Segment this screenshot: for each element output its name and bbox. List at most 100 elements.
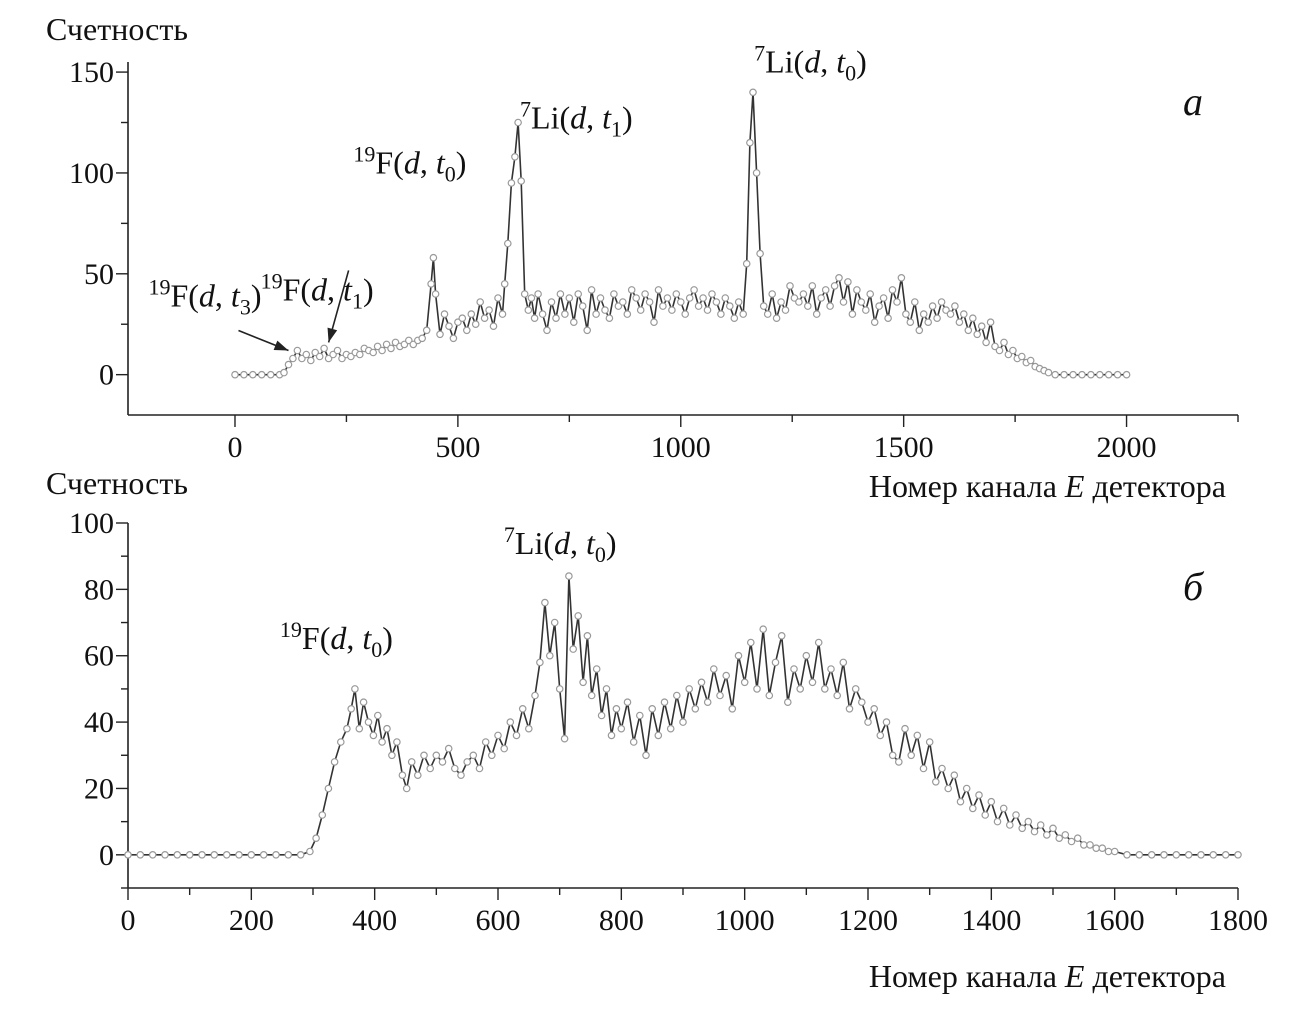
data-point — [623, 698, 632, 707]
peak-label-isotope: 7 — [520, 96, 531, 121]
data-point — [500, 744, 509, 753]
data-point — [432, 751, 441, 760]
panel-a-markers — [231, 88, 1131, 379]
data-point — [781, 306, 790, 314]
data-point — [315, 352, 324, 361]
data-point — [928, 302, 937, 310]
data-point — [722, 671, 731, 680]
data-point — [728, 704, 737, 713]
data-point — [703, 698, 712, 707]
data-point — [756, 249, 764, 258]
data-point — [765, 691, 774, 700]
data-point — [565, 572, 573, 580]
data-point — [136, 850, 145, 859]
panel-b-letter: б — [1183, 564, 1205, 609]
data-point — [721, 294, 730, 302]
data-point — [725, 302, 734, 310]
data-point — [636, 306, 645, 314]
peak-label-t: t — [436, 144, 446, 180]
panel-b-xlabel-part-3: детектора — [1084, 958, 1226, 994]
peak-label-element: Li — [531, 99, 560, 135]
peak-label-comma: , — [346, 620, 362, 656]
data-point — [964, 326, 973, 335]
data-point — [993, 817, 1002, 826]
data-point — [378, 738, 386, 746]
peak-label-d: d — [554, 525, 571, 561]
data-point — [398, 771, 407, 780]
y-tick-label: 150 — [69, 56, 114, 89]
data-point — [1051, 370, 1060, 379]
data-point — [597, 711, 606, 720]
data-point — [906, 318, 915, 327]
data-point — [545, 651, 554, 660]
data-point — [364, 718, 373, 726]
data-point — [373, 711, 382, 720]
data-point — [1073, 834, 1082, 843]
y-tick-label: 0 — [99, 839, 114, 872]
y-tick-label: 40 — [84, 706, 114, 739]
panel-b-markers — [124, 572, 1242, 859]
peak-label-paren-open: ( — [320, 620, 331, 656]
data-point — [1018, 824, 1027, 833]
peak-label-subscript: 0 — [845, 60, 856, 85]
data-point — [306, 847, 314, 856]
data-point — [672, 290, 681, 298]
data-point — [1135, 850, 1144, 859]
data-point — [962, 784, 971, 793]
data-point — [681, 310, 690, 318]
peak-label-d: d — [570, 99, 587, 135]
data-point — [266, 370, 275, 379]
peak-label-element: F — [283, 271, 301, 307]
data-point — [1113, 370, 1122, 379]
data-point — [987, 797, 996, 806]
data-point — [848, 310, 857, 318]
data-point — [752, 169, 761, 177]
data-point — [531, 691, 539, 700]
data-point — [507, 179, 516, 187]
data-point — [583, 631, 592, 640]
data-point — [574, 290, 583, 298]
data-point — [894, 758, 903, 766]
peak-label-subscript: 0 — [371, 637, 382, 662]
data-point — [654, 286, 663, 294]
data-point — [951, 302, 959, 310]
data-point — [124, 850, 132, 859]
panel-b-chart: 0 200 400 600 800 1000 1200 1400 1600 18000204060… — [46, 465, 1268, 994]
peak-label-isotope: 7 — [754, 40, 765, 65]
data-point — [431, 290, 440, 298]
data-point — [703, 306, 712, 314]
data-point — [541, 598, 549, 607]
peak-label-comma: , — [420, 144, 436, 180]
data-point — [763, 310, 772, 318]
x-tick-label: 1000 — [715, 904, 775, 937]
data-point — [487, 751, 496, 760]
data-point — [1184, 850, 1193, 859]
data-point — [359, 698, 368, 707]
data-point — [1067, 837, 1076, 846]
data-point — [857, 298, 866, 306]
data-point — [318, 811, 327, 819]
peak-label: 19F(d, t0) — [280, 617, 393, 662]
peak-label-t: t — [343, 271, 353, 307]
data-point — [968, 314, 977, 323]
data-point — [1104, 370, 1113, 379]
data-point — [387, 344, 395, 353]
data-point — [802, 651, 811, 660]
data-point — [605, 314, 614, 323]
data-point — [289, 354, 297, 363]
peak-label-paren-open: ( — [300, 271, 311, 307]
data-point — [808, 282, 817, 290]
x-tick-label: 1600 — [1085, 904, 1145, 937]
data-point — [742, 259, 751, 268]
data-point — [530, 314, 539, 323]
peak-label-paren-open: ( — [393, 144, 404, 180]
data-point — [561, 310, 569, 318]
data-point — [198, 850, 206, 859]
data-point — [330, 758, 339, 766]
peak-label-subscript: 0 — [595, 542, 606, 567]
data-point — [919, 310, 928, 318]
data-point — [552, 314, 560, 323]
data-point — [320, 344, 328, 353]
data-point — [820, 685, 829, 693]
data-point — [1000, 338, 1008, 347]
